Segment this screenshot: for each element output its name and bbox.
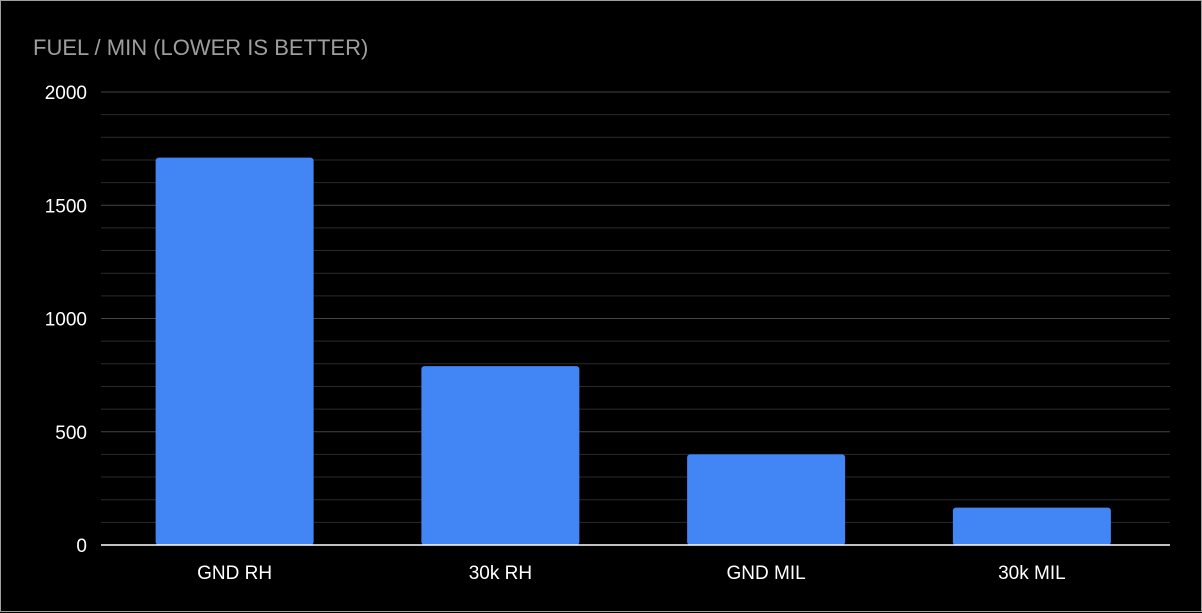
y-tick-label: 1500 xyxy=(45,196,87,217)
bar xyxy=(952,507,1111,545)
x-tick-label: GND MIL xyxy=(727,563,806,584)
x-tick-label: 30k MIL xyxy=(998,563,1066,584)
y-tick-label: 2000 xyxy=(45,83,87,104)
x-tick-label: GND RH xyxy=(197,563,272,584)
chart-title: FUEL / MIN (LOWER IS BETTER) xyxy=(33,35,368,60)
bar xyxy=(687,454,846,545)
y-tick-label: 500 xyxy=(55,423,87,444)
x-tick-label: 30k RH xyxy=(469,563,532,584)
bar xyxy=(155,157,314,545)
y-tick-label: 1000 xyxy=(45,310,87,331)
y-tick-label: 0 xyxy=(76,536,87,557)
bar xyxy=(421,366,580,545)
